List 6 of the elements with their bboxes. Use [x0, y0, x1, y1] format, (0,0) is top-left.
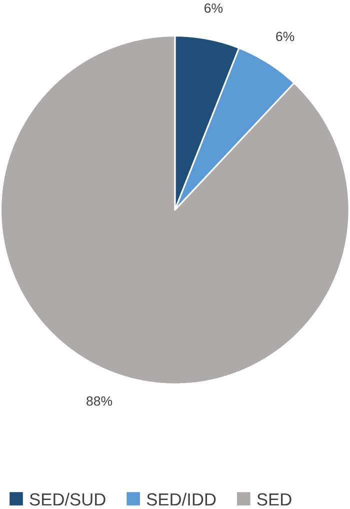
data-label: 88% — [86, 396, 112, 406]
legend-label: SED/IDD — [146, 492, 216, 506]
data-label: 6% — [204, 3, 223, 13]
legend-label: SED — [257, 493, 292, 506]
legend-label: SED/SUD — [30, 492, 106, 506]
data-label: 6% — [276, 32, 294, 42]
